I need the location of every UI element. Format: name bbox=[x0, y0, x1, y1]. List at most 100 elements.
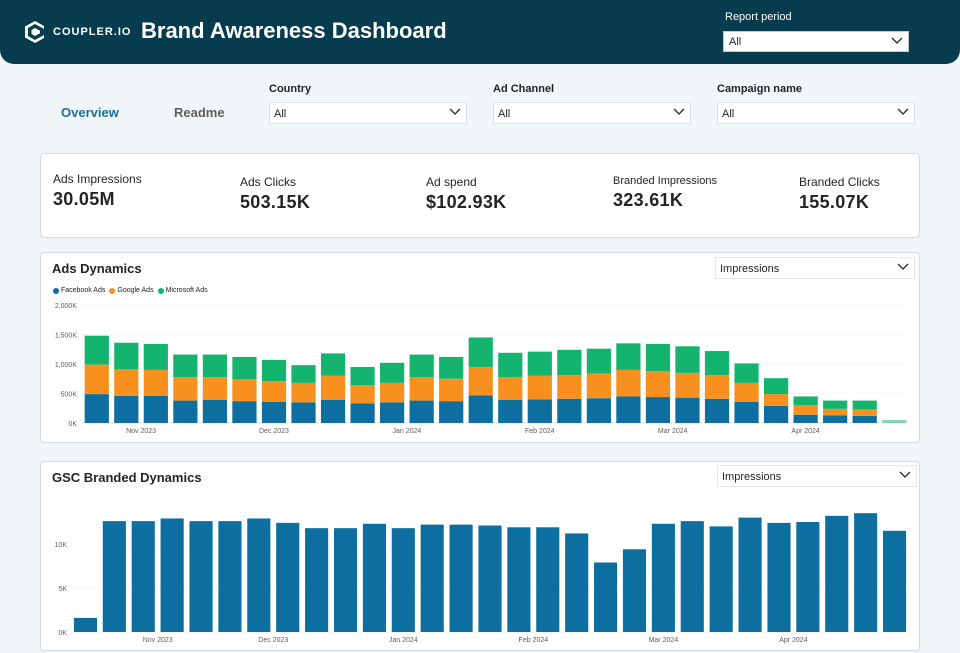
bar-segment-google-ads bbox=[645, 371, 671, 398]
y-tick-label: 0K bbox=[68, 421, 77, 428]
bar-segment-microsoft-ads bbox=[291, 365, 316, 383]
bar-segment-microsoft-ads bbox=[173, 354, 198, 377]
legend-label: Facebook Ads bbox=[61, 287, 106, 294]
legend-dot bbox=[157, 287, 164, 294]
gsc-bar bbox=[622, 549, 647, 632]
gsc-bar bbox=[825, 515, 849, 632]
campaign-select[interactable]: All bbox=[717, 102, 915, 124]
bar-segment-google-ads bbox=[852, 409, 877, 416]
bar-segment-microsoft-ads bbox=[143, 343, 168, 370]
bar-segment-facebook-ads bbox=[173, 400, 198, 423]
bar-segment-facebook-ads bbox=[291, 402, 316, 423]
bar-segment-facebook-ads bbox=[793, 414, 818, 423]
coupler-logo: COUPLER.IO bbox=[24, 20, 131, 44]
campaign-label: Campaign name bbox=[717, 83, 802, 95]
ad-channel-value: All bbox=[498, 108, 511, 120]
bar-segment-google-ads bbox=[793, 405, 818, 415]
kpi-card: Ads Impressions 30.05M Ads Clicks 503.15… bbox=[40, 153, 920, 238]
bar-segment-google-ads bbox=[232, 379, 257, 402]
kpi-value: 30.05M bbox=[53, 189, 115, 209]
legend-dot bbox=[109, 287, 116, 294]
bar-segment-google-ads bbox=[261, 381, 287, 402]
chevron-down-icon bbox=[899, 471, 911, 478]
x-tick-label: Feb 2024 bbox=[519, 637, 549, 644]
gsc-bar bbox=[160, 518, 184, 632]
y-tick-label: 10K bbox=[55, 542, 68, 549]
legend-label: Google Ads bbox=[117, 287, 154, 294]
legend-google: Google Ads bbox=[109, 287, 154, 294]
chevron-down-icon bbox=[891, 37, 903, 44]
ad-channel-select[interactable]: All bbox=[493, 102, 691, 124]
report-period-value: All bbox=[729, 36, 742, 48]
gsc-bar bbox=[362, 523, 386, 632]
bar-segment-facebook-ads bbox=[704, 398, 730, 423]
bar-segment-microsoft-ads bbox=[704, 351, 730, 376]
bar-segment-microsoft-ads bbox=[586, 348, 611, 374]
gsc-bar bbox=[276, 522, 300, 632]
kpi-branded-clicks: Branded Clicks 155.07K bbox=[799, 175, 880, 213]
tab-readme[interactable]: Readme bbox=[174, 105, 225, 120]
bar-segment-microsoft-ads bbox=[763, 378, 789, 395]
bar-segment-microsoft-ads bbox=[734, 363, 759, 383]
ads-dynamics-title: Ads Dynamics bbox=[52, 261, 142, 276]
gsc-bar bbox=[247, 518, 271, 632]
country-select[interactable]: All bbox=[269, 102, 467, 124]
bar-segment-microsoft-ads bbox=[527, 351, 552, 376]
bar-segment-microsoft-ads bbox=[439, 356, 464, 379]
y-tick-label: 1,000K bbox=[55, 362, 78, 369]
chevron-down-icon bbox=[897, 263, 909, 270]
y-tick-label: 0K bbox=[58, 630, 67, 637]
gsc-bar bbox=[594, 562, 618, 632]
legend-microsoft: Microsoft Ads bbox=[157, 287, 208, 294]
bar-segment-microsoft-ads bbox=[320, 353, 346, 376]
bar-segment-facebook-ads bbox=[645, 397, 671, 423]
gsc-metric-select[interactable]: Impressions bbox=[717, 465, 917, 487]
kpi-ads-impressions: Ads Impressions 30.05M bbox=[53, 172, 142, 210]
tab-overview[interactable]: Overview bbox=[61, 105, 119, 120]
x-tick-label: Nov 2023 bbox=[143, 637, 173, 644]
coupler-logo-icon bbox=[25, 21, 44, 43]
ads-metric-value: Impressions bbox=[720, 263, 780, 275]
bar-segment-facebook-ads bbox=[202, 399, 228, 423]
bar-segment-google-ads bbox=[439, 378, 464, 402]
bar-segment-google-ads bbox=[616, 369, 641, 397]
kpi-label: Branded Clicks bbox=[799, 175, 880, 189]
bar-segment-facebook-ads bbox=[114, 395, 139, 423]
x-tick-label: Nov 2023 bbox=[126, 428, 156, 435]
x-tick-label: Dec 2023 bbox=[259, 428, 289, 435]
bar-segment-facebook-ads bbox=[498, 399, 523, 423]
gsc-bar bbox=[189, 521, 213, 632]
bar-segment-google-ads bbox=[823, 408, 848, 416]
kpi-value: 503.15K bbox=[240, 192, 311, 212]
ads-legend: Facebook Ads Google Ads Microsoft Ads bbox=[53, 287, 212, 294]
gsc-bar bbox=[102, 521, 126, 632]
ads-metric-select[interactable]: Impressions bbox=[715, 257, 915, 279]
gsc-dynamics-title: GSC Branded Dynamics bbox=[52, 470, 202, 485]
gsc-bar bbox=[854, 513, 878, 632]
bar-segment-facebook-ads bbox=[616, 396, 641, 423]
report-period-select[interactable]: All bbox=[723, 31, 909, 52]
bar-segment-microsoft-ads bbox=[409, 354, 434, 377]
country-label: Country bbox=[269, 83, 312, 95]
kpi-ads-clicks: Ads Clicks 503.15K bbox=[240, 175, 310, 213]
bar-segment-microsoft-ads bbox=[202, 354, 228, 377]
bar-segment-google-ads bbox=[320, 375, 346, 400]
gsc-bar bbox=[767, 522, 791, 632]
app-header: COUPLER.IO Brand Awareness Dashboard Rep… bbox=[0, 0, 960, 64]
bar-segment-facebook-ads bbox=[675, 397, 700, 423]
bar-segment-microsoft-ads bbox=[675, 346, 700, 373]
x-tick-label: Mar 2024 bbox=[658, 428, 688, 435]
bar-segment-microsoft-ads bbox=[823, 400, 848, 409]
legend-dot bbox=[53, 287, 59, 294]
bar-segment-google-ads bbox=[704, 375, 730, 399]
gsc-bar bbox=[507, 527, 531, 632]
bar-segment-google-ads bbox=[675, 372, 700, 398]
gsc-dynamics-chart: 0K 5K 10K Nov 2023 Dec 2023 Jan 2024 Feb 2024 M… bbox=[55, 513, 909, 644]
bar-segment-microsoft-ads bbox=[468, 337, 493, 367]
ads-dynamics-chart: 0K 500K 1,000K 1,500K 2,000K Nov 2023 Dec 2023… bbox=[55, 303, 909, 435]
bar-segment-microsoft-ads bbox=[852, 400, 877, 410]
x-tick-label: Mar 2024 bbox=[649, 637, 679, 644]
gsc-metric-value: Impressions bbox=[722, 471, 782, 483]
bar-segment-facebook-ads bbox=[823, 415, 848, 423]
bar-segment-microsoft-ads bbox=[616, 343, 641, 370]
